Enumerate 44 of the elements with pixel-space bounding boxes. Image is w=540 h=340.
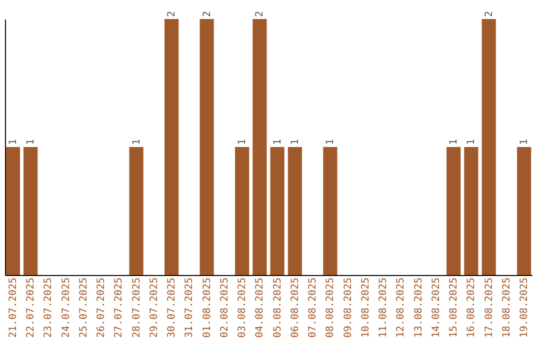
x-tick-label: 03.08.2025 — [237, 278, 248, 338]
x-tick-label: 28.07.2025 — [131, 278, 142, 338]
data-label: 2 — [166, 10, 178, 17]
data-label: 1 — [325, 138, 336, 145]
x-tick-label: 07.08.2025 — [308, 278, 319, 338]
x-tick-label: 21.07.2025 — [8, 278, 19, 338]
x-tick-label: 31.07.2025 — [184, 278, 196, 338]
data-label: 1 — [8, 138, 19, 145]
data-label: 1 — [26, 138, 37, 145]
x-tick-label: 29.07.2025 — [148, 278, 160, 338]
x-tick-label: 04.08.2025 — [254, 278, 266, 338]
x-tick-label: 12.08.2025 — [396, 278, 407, 338]
x-tick-label: 01.08.2025 — [202, 278, 213, 338]
x-tick-label: 02.08.2025 — [219, 278, 230, 338]
data-label: 1 — [290, 138, 301, 145]
data-label: 2 — [202, 10, 213, 17]
x-tick-label: 14.08.2025 — [430, 278, 442, 338]
x-tick-label: 10.08.2025 — [360, 278, 372, 338]
x-tick-label: 22.07.2025 — [26, 278, 37, 338]
x-tick-label: 16.08.2025 — [466, 278, 478, 338]
x-tick-label: 17.08.2025 — [484, 278, 495, 338]
x-tick-label: 30.07.2025 — [166, 278, 178, 338]
x-tick-label: 15.08.2025 — [448, 278, 460, 338]
x-tick-label: 26.07.2025 — [96, 278, 108, 338]
x-tick-label: 27.07.2025 — [114, 278, 125, 338]
data-label: 1 — [448, 138, 460, 145]
x-tick-label: 06.08.2025 — [290, 278, 301, 338]
data-label: 2 — [484, 10, 495, 17]
x-tick-label: 05.08.2025 — [272, 278, 284, 338]
x-tick-label: 23.07.2025 — [43, 278, 54, 338]
x-tick-label: 11.08.2025 — [378, 278, 390, 338]
data-label: 1 — [466, 138, 478, 145]
x-tick-label: 08.08.2025 — [325, 278, 336, 338]
data-label: 1 — [237, 138, 248, 145]
x-tick-label: 09.08.2025 — [342, 278, 354, 338]
x-tick-label: 18.08.2025 — [501, 278, 512, 338]
data-label: 1 — [272, 138, 284, 145]
data-label: 2 — [254, 10, 266, 17]
data-label: 1 — [131, 138, 142, 145]
data-label: 1 — [519, 138, 530, 145]
x-tick-label: 25.07.2025 — [78, 278, 90, 338]
x-tick-label: 13.08.2025 — [413, 278, 424, 338]
x-tick-label: 19.08.2025 — [519, 278, 530, 338]
x-tick-label: 24.07.2025 — [60, 278, 72, 338]
